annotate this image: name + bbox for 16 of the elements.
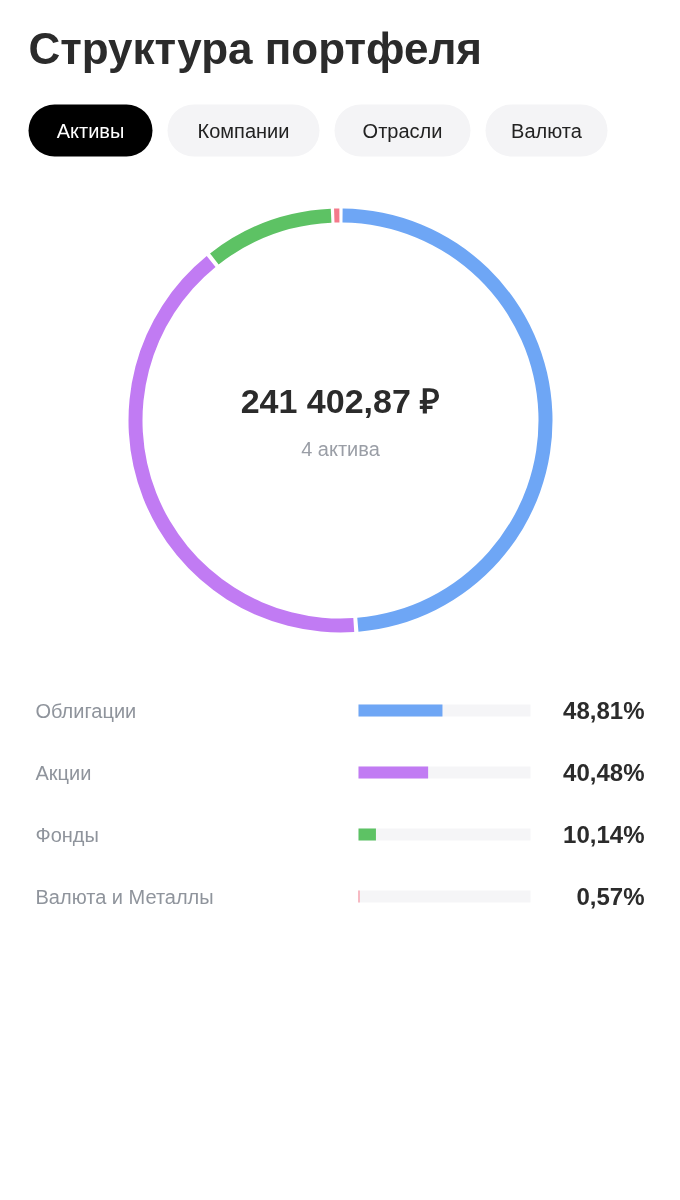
text: 4 актива <box>301 437 381 460</box>
data-label: 0,57% <box>576 883 645 910</box>
data-label: 10,14% <box>563 821 645 848</box>
text: Валюта <box>511 119 583 142</box>
data-label: 48,81% <box>563 697 645 724</box>
chart-title: Структура портфеля <box>28 24 483 73</box>
text: Компании <box>197 119 290 142</box>
data-label: 40,48% <box>563 759 645 786</box>
text: Отрасли <box>362 119 443 142</box>
text: Активы <box>56 119 125 142</box>
bar <box>358 828 376 841</box>
y-tick-label: Акции <box>35 761 92 784</box>
text: 241 402,87 ₽ <box>240 381 441 420</box>
y-tick-label: Фонды <box>35 823 99 846</box>
y-tick-label: Облигации <box>35 699 137 722</box>
y-tick-label: Валюта и Металлы <box>35 885 214 908</box>
